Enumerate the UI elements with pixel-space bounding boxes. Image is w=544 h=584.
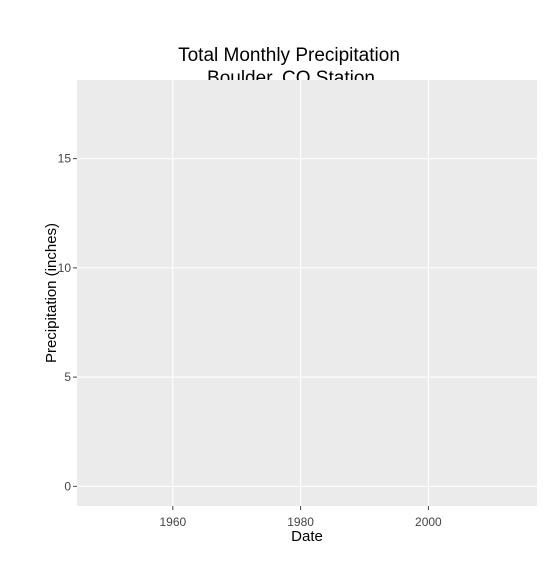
- y-tick-label: 15: [58, 152, 72, 166]
- y-tick-label: 5: [64, 370, 71, 384]
- x-tick-label: 1980: [287, 515, 314, 529]
- chart-title-line-1: Total Monthly Precipitation: [178, 45, 400, 66]
- grid-lines: [77, 80, 537, 506]
- x-axis: 1960 1980 2000: [159, 506, 442, 529]
- plot-panel: [77, 80, 537, 506]
- y-axis-title: Precipitation (inches): [43, 223, 60, 363]
- y-tick-label: 0: [64, 479, 71, 493]
- y-tick-label: 10: [58, 261, 72, 275]
- y-axis: 0 5 10 15: [58, 152, 77, 493]
- x-tick-label: 2000: [415, 515, 442, 529]
- x-tick-label: 1960: [159, 515, 186, 529]
- x-axis-title: Date: [291, 528, 323, 545]
